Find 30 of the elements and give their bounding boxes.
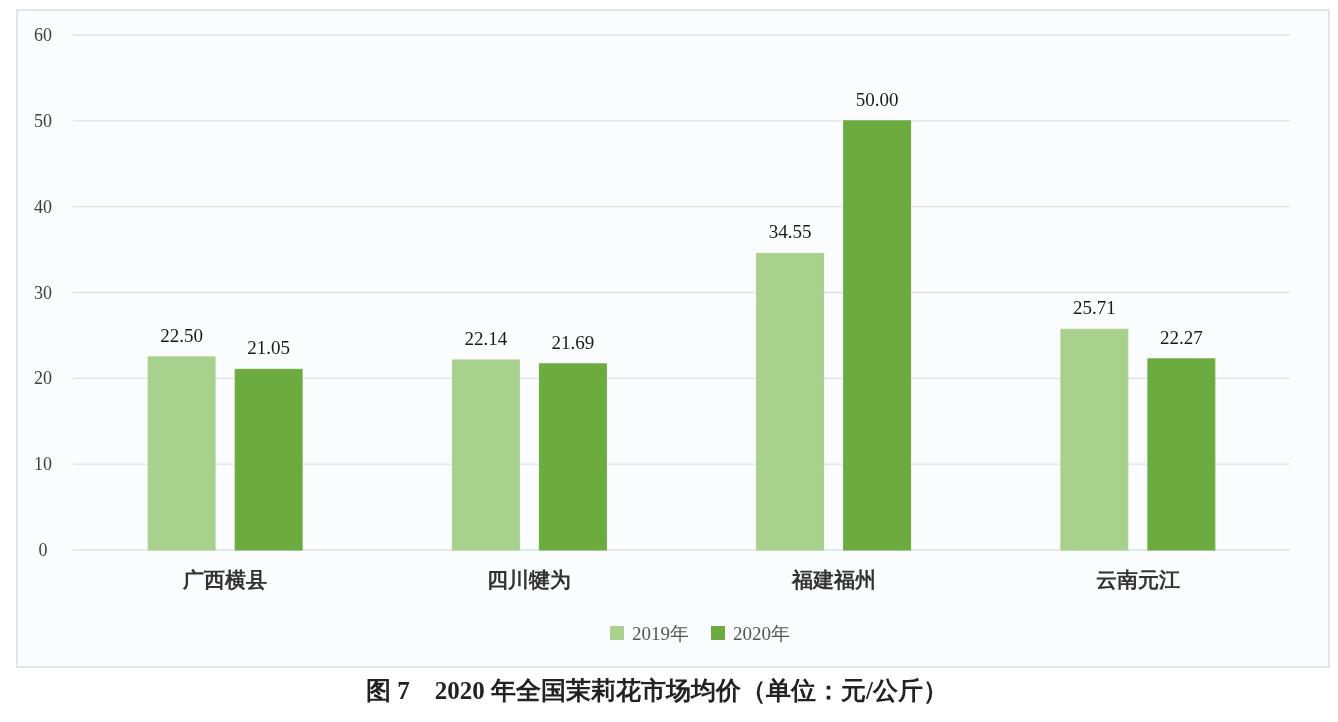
y-tick-label: 10 [34,454,52,475]
bar [1147,358,1216,551]
legend-label: 2020年 [733,623,790,644]
bar [538,363,607,551]
bar [843,120,912,551]
y-tick-label: 20 [34,368,52,389]
x-tick-label: 福建福州 [790,568,876,591]
bar [234,368,303,551]
bar [1060,328,1129,551]
data-label: 34.55 [768,221,812,243]
data-label: 50.00 [855,88,899,110]
x-tick-label: 云南元江 [1095,568,1180,591]
legend-label: 2019年 [632,623,689,644]
data-label: 21.69 [551,331,595,353]
data-label: 22.27 [1160,326,1203,348]
data-label: 25.71 [1072,297,1116,319]
text: 图 7 2020 年全国茉莉花市场均价（单位：元/公斤） [366,677,948,704]
bar [451,359,520,551]
y-tick-label: 0 [38,540,48,560]
data-label: 22.50 [160,324,203,346]
y-tick-label: 40 [34,196,52,217]
bar [756,252,825,551]
x-tick-label: 广西横县 [182,568,268,591]
y-tick-label: 30 [34,282,52,303]
data-label: 22.14 [464,327,508,349]
y-tick-label: 60 [34,25,52,45]
bar [147,356,216,551]
y-tick-label: 50 [34,110,52,131]
data-label: 21.05 [247,337,291,359]
x-tick-label: 四川犍为 [487,568,572,591]
